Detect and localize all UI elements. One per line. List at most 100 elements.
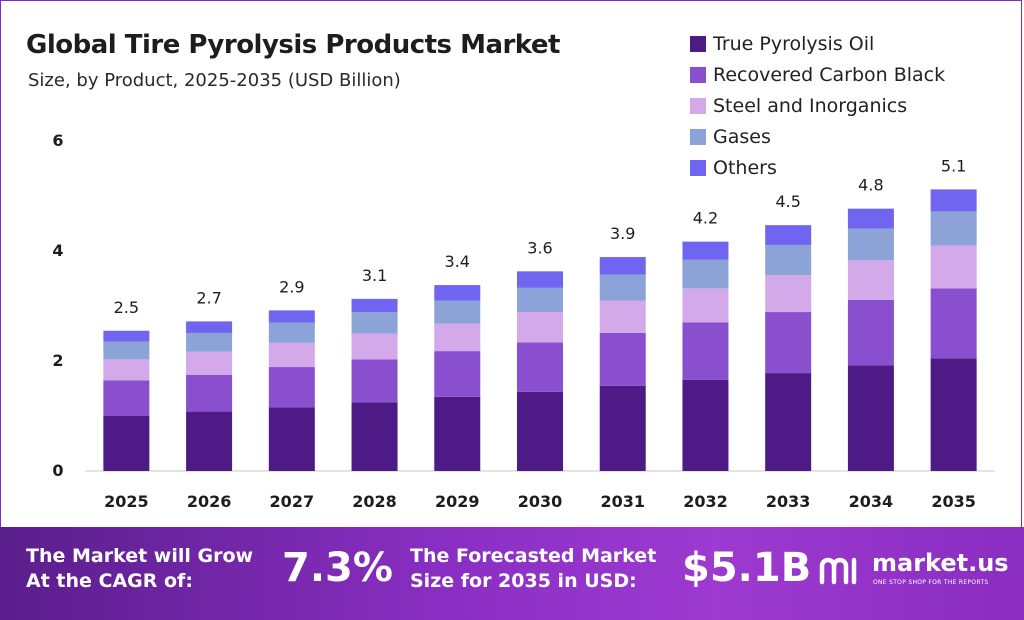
y-tick-label: 2 (52, 351, 63, 370)
bar-segment (599, 385, 646, 471)
bar-segment (682, 241, 729, 260)
bar-segment (186, 332, 233, 352)
bar-segment (186, 351, 233, 375)
bar-total-label: 3.6 (527, 238, 552, 257)
forecast-label-line-2: Size for 2035 in USD: (410, 570, 637, 592)
x-tick-label: 2026 (187, 492, 232, 511)
bar-segment (351, 333, 398, 360)
bar-segment (517, 312, 563, 343)
bar-segment (930, 189, 977, 212)
legend-label: Others (713, 156, 777, 179)
bar-segment (599, 300, 646, 333)
bar-segment (351, 298, 398, 313)
bar-segment (847, 208, 894, 229)
bar-total-label: 2.7 (196, 288, 221, 307)
legend-swatch (690, 35, 706, 52)
bar-segment (930, 245, 977, 289)
legend-item-steel-and-inorganics: Steel and Inorganics (690, 90, 1010, 121)
brand-name: market.us (872, 549, 1009, 577)
bar-segment (930, 358, 977, 471)
bar-segment (847, 365, 894, 471)
stacked-bar-chart: 0 2 4 6 2.5 2025 2.7 2026 2.9 2027 3.1 2028 3.4 2029 3… (52, 131, 995, 511)
bar-segment (765, 373, 812, 471)
x-tick-label: 2028 (352, 492, 397, 511)
cagr-label-line-2: At the CAGR of: (26, 570, 193, 592)
chart-title: Global Tire Pyrolysis Products Market (26, 30, 560, 60)
forecast-label-line-1: The Forecasted Market (410, 545, 657, 567)
x-tick-label: 2030 (518, 492, 563, 511)
bar-total-label: 3.4 (445, 252, 470, 271)
bar-segment (517, 391, 563, 471)
bar-segment (682, 259, 729, 289)
bar-segment (930, 211, 977, 246)
bar-segment (186, 411, 233, 471)
bar-segment (351, 402, 398, 471)
legend-swatch (690, 66, 706, 83)
legend-item-gases: Gases (690, 121, 1010, 152)
market-us-logo-icon (819, 557, 857, 585)
bar-total-label: 4.2 (693, 209, 718, 228)
x-tick-label: 2033 (766, 492, 811, 511)
bar-segment (599, 332, 646, 386)
bar-total-label: 5.1 (941, 156, 966, 175)
legend-label: True Pyrolysis Oil (713, 32, 875, 55)
bar-segment (268, 310, 315, 323)
legend-swatch (690, 97, 706, 114)
x-tick-label: 2027 (270, 492, 315, 511)
cagr-label-line-1: The Market will Grow (26, 545, 254, 567)
cagr-value: 7.3% (282, 545, 393, 591)
bar-total-label: 2.9 (279, 277, 304, 296)
bar-segment (765, 225, 812, 245)
bar-segment (268, 322, 315, 343)
bar-segment (103, 341, 150, 360)
bar-segment (517, 271, 563, 288)
x-tick-label: 2035 (931, 492, 976, 511)
bar-total-label: 3.9 (610, 224, 635, 243)
y-tick-label: 6 (52, 131, 63, 150)
bar-segment (847, 228, 894, 261)
y-tick-label: 4 (52, 241, 63, 260)
bar-segment (103, 380, 150, 416)
legend-item-true-pyrolysis-oil: True Pyrolysis Oil (690, 28, 1010, 59)
bar-segment (186, 321, 233, 333)
bar-segment (847, 299, 894, 366)
bar-total-label: 4.5 (775, 192, 800, 211)
bar-segment (434, 396, 481, 471)
x-tick-label: 2034 (849, 492, 894, 511)
bar-segment (103, 416, 150, 471)
legend-swatch (690, 128, 706, 145)
bar-segment (599, 274, 646, 301)
brand-tagline: ONE STOP SHOP FOR THE REPORTS (873, 579, 989, 586)
bar-segment (434, 323, 481, 352)
cagr-label: The Market will Grow At the CAGR of: (26, 544, 253, 594)
chart-subtitle: Size, by Product, 2025-2035 (USD Billion… (28, 70, 401, 91)
bar-segment (765, 244, 812, 276)
bar-segment (682, 288, 729, 323)
bar-segment (434, 351, 481, 397)
chart-legend: True Pyrolysis Oil Recovered Carbon Blac… (690, 28, 1010, 183)
bar-total-label: 3.1 (362, 266, 387, 285)
x-tick-label: 2025 (104, 492, 149, 511)
forecast-value: $5.1B (682, 545, 812, 591)
bar-segment (351, 312, 398, 334)
bar-total-label: 2.5 (114, 298, 139, 317)
bar-segment (186, 374, 233, 412)
legend-label: Gases (713, 125, 771, 148)
legend-label: Steel and Inorganics (713, 94, 908, 117)
legend-item-others: Others (690, 152, 1010, 183)
bar-segment (517, 342, 563, 392)
forecast-label: The Forecasted Market Size for 2035 in U… (410, 544, 656, 594)
bar-segment (434, 285, 481, 301)
x-tick-label: 2029 (435, 492, 480, 511)
legend-swatch (690, 159, 706, 176)
bar-segment (268, 407, 315, 471)
bar-segment (103, 330, 150, 342)
x-tick-label: 2032 (683, 492, 728, 511)
legend-item-recovered-carbon-black: Recovered Carbon Black (690, 59, 1010, 90)
bar-segment (682, 322, 729, 380)
bar-segment (434, 300, 481, 324)
bar-segment (847, 260, 894, 300)
legend-label: Recovered Carbon Black (713, 63, 946, 86)
bar-segment (682, 379, 729, 471)
bar-segment (268, 342, 315, 368)
